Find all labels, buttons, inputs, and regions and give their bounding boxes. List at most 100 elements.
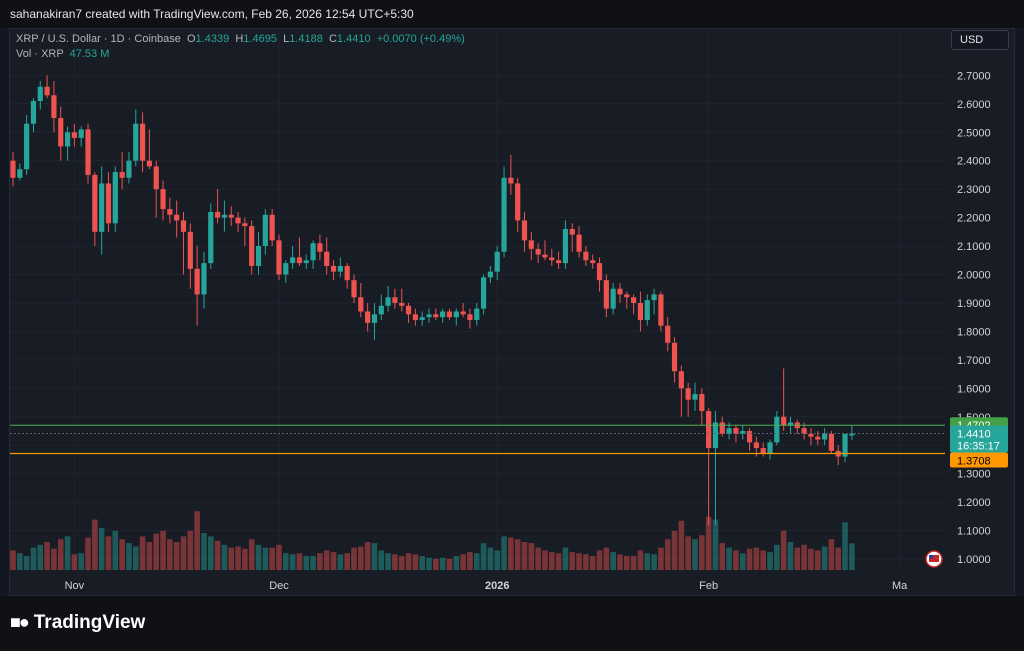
candle-body[interactable] [242, 223, 248, 227]
candle-body[interactable] [556, 260, 562, 264]
candle-body[interactable] [644, 300, 650, 321]
candle-body[interactable] [419, 317, 425, 321]
candle-body[interactable] [296, 257, 303, 264]
candle-body[interactable] [726, 428, 732, 434]
candle-body[interactable] [276, 240, 282, 275]
candle-body[interactable] [167, 209, 173, 215]
candle-body[interactable] [658, 294, 664, 326]
candle-body[interactable] [487, 271, 493, 278]
candle-body[interactable] [685, 388, 691, 400]
candle-body[interactable] [392, 297, 398, 303]
candle-body[interactable] [358, 297, 364, 312]
candle-body[interactable] [637, 302, 644, 321]
candle-body[interactable] [330, 265, 337, 272]
candle-body[interactable] [228, 214, 234, 218]
candle-body[interactable] [174, 214, 180, 221]
candle-body[interactable] [17, 169, 23, 178]
candle-body[interactable] [412, 314, 418, 321]
candle-body[interactable] [692, 393, 698, 400]
candle-body[interactable] [801, 428, 807, 434]
candle-body[interactable] [740, 430, 746, 434]
candle-body[interactable] [10, 160, 16, 178]
candle-body[interactable] [249, 226, 255, 266]
candle-body[interactable] [194, 268, 200, 295]
candle-body[interactable] [371, 314, 378, 323]
candle-body[interactable] [433, 314, 439, 318]
candle-body[interactable] [781, 416, 787, 426]
candle-body[interactable] [24, 123, 30, 170]
candle-body[interactable] [235, 217, 241, 224]
candle-body[interactable] [528, 240, 534, 249]
candle-body[interactable] [44, 86, 50, 96]
candle-body[interactable] [596, 263, 603, 281]
candle-body[interactable] [133, 123, 139, 161]
candle-body[interactable] [610, 288, 616, 309]
candle-body[interactable] [590, 260, 596, 264]
candle-body[interactable] [678, 371, 684, 389]
candle-body[interactable] [71, 132, 77, 138]
candle-body[interactable] [440, 311, 446, 318]
candle-body[interactable] [828, 433, 834, 451]
candle-body[interactable] [344, 265, 350, 281]
candle-body[interactable] [64, 132, 71, 147]
candle-body[interactable] [494, 251, 500, 272]
candle-body[interactable] [624, 294, 630, 298]
candle-body[interactable] [651, 294, 657, 301]
candle-body[interactable] [405, 305, 412, 315]
candle-body[interactable] [712, 422, 719, 449]
candle-body[interactable] [787, 422, 794, 426]
candle-body[interactable] [603, 280, 609, 309]
candle-body[interactable] [324, 251, 330, 266]
candle-body[interactable] [508, 177, 514, 184]
candle-body[interactable] [139, 123, 146, 161]
candle-body[interactable] [467, 314, 473, 321]
candle-body[interactable] [51, 95, 57, 119]
candle-body[interactable] [85, 129, 91, 175]
candle-body[interactable] [808, 433, 814, 437]
candle-body[interactable] [119, 172, 125, 178]
candle-body[interactable] [303, 260, 309, 264]
candle-body[interactable] [78, 129, 84, 138]
candle-body[interactable] [58, 118, 64, 147]
candle-body[interactable] [760, 448, 766, 454]
candle-body[interactable] [221, 214, 228, 218]
candle-body[interactable] [501, 177, 507, 252]
volume-label[interactable]: Vol · XRP [16, 48, 64, 60]
candle-body[interactable] [671, 342, 678, 372]
symbol-label[interactable]: XRP / U.S. Dollar · 1D · Coinbase [16, 33, 181, 45]
candle-body[interactable] [542, 254, 548, 258]
chart-frame[interactable] [9, 28, 1015, 596]
candle-body[interactable] [37, 86, 43, 101]
candle-body[interactable] [255, 246, 262, 266]
candle-body[interactable] [399, 302, 405, 306]
candle-body[interactable] [631, 297, 637, 303]
candle-body[interactable] [460, 311, 466, 315]
candle-body[interactable] [351, 280, 357, 298]
candle-body[interactable] [112, 172, 118, 224]
candle-body[interactable] [426, 314, 432, 318]
candle-body[interactable] [208, 211, 214, 264]
candle-body[interactable] [99, 183, 105, 232]
candle-body[interactable] [453, 311, 459, 318]
candle-body[interactable] [105, 183, 112, 224]
candle-body[interactable] [446, 311, 453, 318]
candle-body[interactable] [576, 234, 582, 252]
candle-body[interactable] [290, 257, 296, 264]
candle-body[interactable] [815, 436, 821, 440]
candle-body[interactable] [215, 211, 221, 218]
candle-body[interactable] [849, 433, 855, 436]
candle-body[interactable] [699, 393, 705, 412]
candle-body[interactable] [617, 288, 623, 295]
candle-body[interactable] [774, 416, 780, 443]
candle-body[interactable] [719, 422, 725, 434]
candle-body[interactable] [160, 189, 166, 210]
candle-body[interactable] [753, 442, 759, 449]
candle-body[interactable] [187, 231, 193, 269]
candle-body[interactable] [535, 248, 541, 255]
candle-body[interactable] [665, 325, 671, 343]
candle-body[interactable] [126, 160, 132, 178]
candle-body[interactable] [92, 174, 98, 232]
candle-body[interactable] [317, 243, 323, 252]
candle-body[interactable] [562, 228, 569, 264]
